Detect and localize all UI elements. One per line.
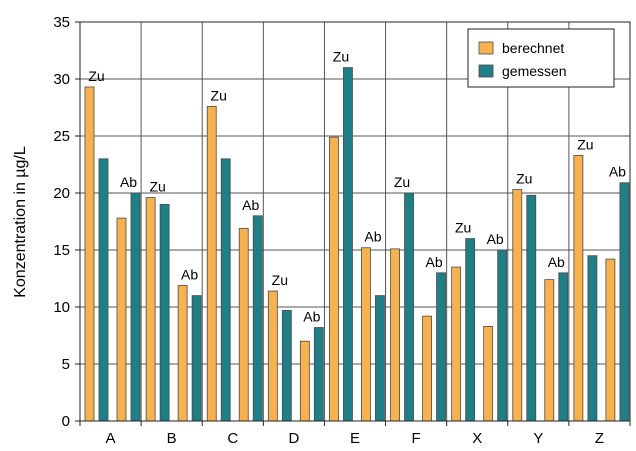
bar-label-C-Zu: Zu — [211, 87, 227, 103]
bar-labels: Zu Ab Zu Ab Zu Ab Zu Ab Zu Ab Zu Ab Zu Ab Zu Ab Zu Ab — [88, 49, 626, 325]
bar-label-A-Ab: Ab — [120, 174, 137, 190]
legend-label-berechnet: berechnet — [502, 40, 564, 56]
bar-gemessen-B-Zu — [159, 203, 170, 422]
y-tick-label: 30 — [53, 71, 70, 88]
bar-berechnet-Y-Zu — [512, 189, 523, 422]
bar-label-Y-Ab: Ab — [548, 254, 565, 270]
bar-gemessen-E-Ab — [375, 295, 385, 422]
bar-gemessen-Z-Ab — [619, 182, 630, 422]
bar-berechnet-C-Zu — [206, 105, 217, 422]
x-tick-label: F — [412, 430, 421, 447]
bar-label-E-Ab: Ab — [364, 229, 381, 245]
bar-berechnet-D-Zu — [267, 290, 278, 422]
bar-gemessen-Y-Ab — [558, 272, 569, 422]
bar-berechnet-B-Zu — [145, 197, 156, 422]
bar-label-A-Zu: Zu — [88, 68, 104, 84]
y-tick-label: 0 — [62, 413, 70, 430]
bar-gemessen-E-Zu — [343, 67, 353, 422]
x-tick-label: Z — [595, 430, 604, 447]
bar-gemessen-D-Zu — [281, 310, 292, 422]
bar-label-B-Zu: Zu — [149, 179, 165, 195]
bar-gemessen-C-Zu — [220, 158, 231, 422]
bar-label-B-Ab: Ab — [181, 266, 198, 282]
y-tick-label: 20 — [53, 185, 70, 202]
bar-gemessen-X-Zu — [465, 238, 476, 422]
legend-label-gemessen: gemessen — [502, 63, 567, 79]
bar-gemessen-C-Ab — [252, 215, 263, 422]
y-tick-label: 10 — [53, 299, 70, 316]
bar-berechnet-D-Ab — [299, 340, 310, 422]
bar-label-Y-Zu: Zu — [516, 171, 532, 187]
bar-gemessen-A-Ab — [130, 192, 141, 422]
bar-gemessen-Z-Zu — [587, 255, 598, 422]
legend: berechnet gemessen — [467, 28, 615, 88]
y-tick-label: 15 — [53, 242, 70, 259]
bar-label-Z-Zu: Zu — [577, 136, 593, 152]
bar-berechnet-E-Zu — [329, 136, 339, 422]
bar-label-D-Zu: Zu — [272, 272, 288, 288]
bar-label-E-Zu: Zu — [333, 49, 349, 65]
bar-berechnet-X-Ab — [483, 325, 494, 422]
bar-gemessen-X-Ab — [497, 249, 508, 422]
bar-label-X-Zu: Zu — [455, 220, 471, 236]
bar-label-F-Zu: Zu — [394, 174, 410, 190]
plot-frame — [79, 21, 631, 422]
grid-lines — [80, 22, 630, 421]
x-tick-label: D — [288, 430, 299, 447]
bar-label-Z-Ab: Ab — [609, 164, 626, 180]
bar-label-X-Ab: Ab — [487, 231, 504, 247]
x-tick-label: Y — [533, 430, 543, 447]
bar-label-D-Ab: Ab — [303, 309, 320, 325]
bar-gemessen-F-Zu — [404, 192, 414, 422]
bar-gemessen-D-Ab — [313, 327, 324, 422]
y-axis-title: Konzentration in µg/L — [12, 146, 29, 298]
bar-berechnet-A-Zu — [84, 86, 95, 422]
bar-gemessen-Y-Zu — [526, 194, 537, 422]
x-tick-label: X — [472, 430, 482, 447]
bar-berechnet-Z-Ab — [605, 258, 616, 422]
legend-swatch-berechnet — [478, 41, 494, 55]
bar-berechnet-F-Zu — [390, 248, 400, 422]
bar-label-C-Ab: Ab — [242, 197, 259, 213]
bar-gemessen-F-Ab — [436, 272, 446, 422]
legend-swatch-gemessen — [478, 64, 494, 78]
x-tick-label: A — [106, 430, 116, 447]
bars — [84, 67, 630, 422]
bar-berechnet-C-Ab — [238, 227, 249, 422]
bar-gemessen-A-Zu — [98, 158, 109, 422]
axes: 0 5 10 15 20 25 30 35 A B C D E F X Y Z — [53, 14, 631, 447]
bar-berechnet-F-Ab — [422, 315, 432, 422]
y-tick-label: 25 — [53, 128, 70, 145]
x-tick-label: E — [350, 430, 360, 447]
y-tick-label: 5 — [62, 356, 70, 373]
bar-berechnet-E-Ab — [361, 247, 371, 422]
x-tick-label: C — [227, 430, 238, 447]
bar-berechnet-A-Ab — [116, 217, 127, 422]
bar-berechnet-Z-Zu — [573, 154, 584, 422]
bar-berechnet-B-Ab — [177, 284, 188, 422]
x-tick-label: B — [167, 430, 177, 447]
bar-berechnet-Y-Ab — [544, 279, 555, 422]
bar-berechnet-X-Zu — [451, 266, 462, 422]
bar-label-F-Ab: Ab — [425, 254, 442, 270]
bar-gemessen-B-Ab — [191, 295, 202, 422]
y-tick-label: 35 — [53, 14, 70, 31]
